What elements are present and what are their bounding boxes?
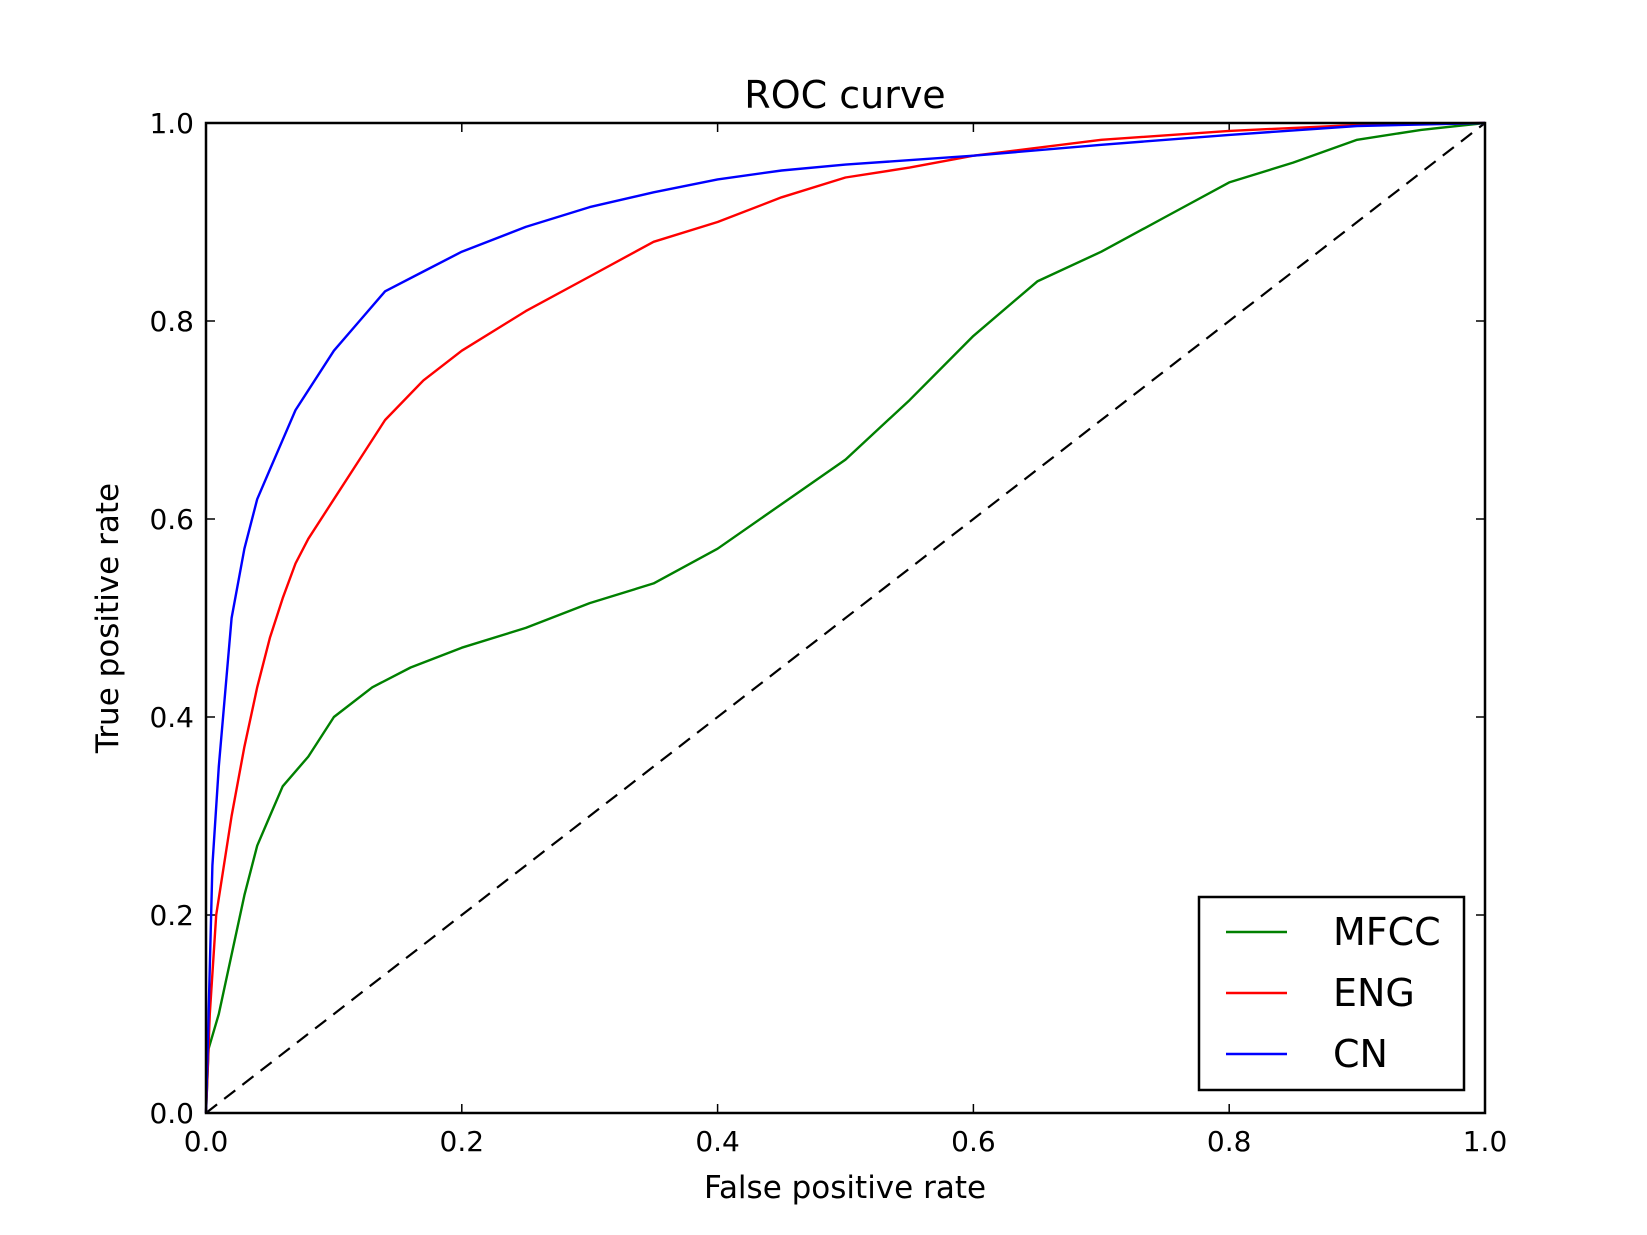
y-tick-label: 0.2 [149,899,194,932]
x-axis-label: False positive rate [704,1170,986,1206]
legend-label-cn: CN [1333,1032,1388,1076]
y-axis-label: True positive rate [90,483,126,754]
legend-label-mfcc: MFCC [1333,910,1441,954]
series-line-mfcc [204,121,1486,1114]
y-tick-label: 1.0 [149,107,194,140]
chart-title: ROC curve [744,73,945,117]
plot-area: 0.0 0.2 0.4 0.6 0.8 1.0 0.0 0.2 0.4 0.6 0.8 1.0 [149,107,1507,1158]
legend: MFCC ENG CN [1197,895,1466,1092]
y-tick-label: 0.0 [149,1097,194,1130]
x-tick-label: 0.6 [951,1125,996,1158]
y-tick-label: 0.4 [149,701,194,734]
series-line-eng [204,121,1486,1114]
legend-label-eng: ENG [1333,971,1415,1015]
y-tick-label: 0.8 [149,305,194,338]
chance-diagonal-line [205,122,1486,1114]
series-line-cn [204,121,1486,1114]
x-tick-label: 0.2 [440,1125,485,1158]
y-tick-label: 0.6 [149,503,194,536]
x-tick-label: 0.8 [1207,1125,1252,1158]
x-tick-label: 1.0 [1463,1125,1508,1158]
x-tick-label: 0.0 [184,1125,229,1158]
axes-frame [204,121,1487,1115]
x-tick-label: 0.4 [695,1125,740,1158]
